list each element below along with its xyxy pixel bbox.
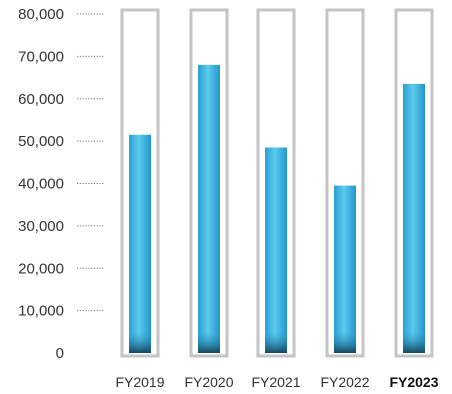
bar-base-shade: [403, 331, 425, 353]
y-tick-label: 30,000: [18, 218, 64, 235]
bar-fy2021: [265, 147, 287, 353]
x-axis: FY2019 FY2020 FY2021 FY2022 FY2023: [115, 374, 438, 390]
y-tick-label: 20,000: [18, 260, 64, 277]
bars: [129, 64, 425, 353]
bar-base-shade: [129, 331, 151, 353]
y-axis: 0 10,000 20,000 30,000 40,000 50,000 60,000 70,…: [18, 6, 104, 362]
x-tick-label: FY2022: [320, 374, 369, 390]
bar-fy2023: [403, 83, 425, 353]
y-tick-label: 40,000: [18, 176, 64, 193]
bar-fill: [403, 83, 425, 353]
bar-fill: [129, 134, 151, 353]
x-tick-label: FY2021: [251, 374, 300, 390]
y-tick-label: 10,000: [18, 303, 64, 320]
y-tick-label: 80,000: [18, 6, 64, 23]
x-tick-label: FY2023: [389, 374, 438, 390]
bar-base-shade: [265, 331, 287, 353]
bar-fy2019: [129, 134, 151, 353]
x-tick-label: FY2019: [115, 374, 164, 390]
y-tick-label: 50,000: [18, 133, 64, 150]
bar-fill: [334, 185, 356, 353]
bar-fill: [198, 64, 220, 353]
bar-base-shade: [334, 331, 356, 353]
y-tick-label: 60,000: [18, 91, 64, 108]
x-tick-label: FY2020: [184, 374, 233, 390]
bar-base-shade: [198, 331, 220, 353]
y-tick-label: 70,000: [18, 48, 64, 65]
bar-fy2020: [198, 64, 220, 353]
bar-fy2022: [334, 185, 356, 353]
y-tick-label: 0: [56, 345, 64, 362]
bar-fill: [265, 147, 287, 353]
